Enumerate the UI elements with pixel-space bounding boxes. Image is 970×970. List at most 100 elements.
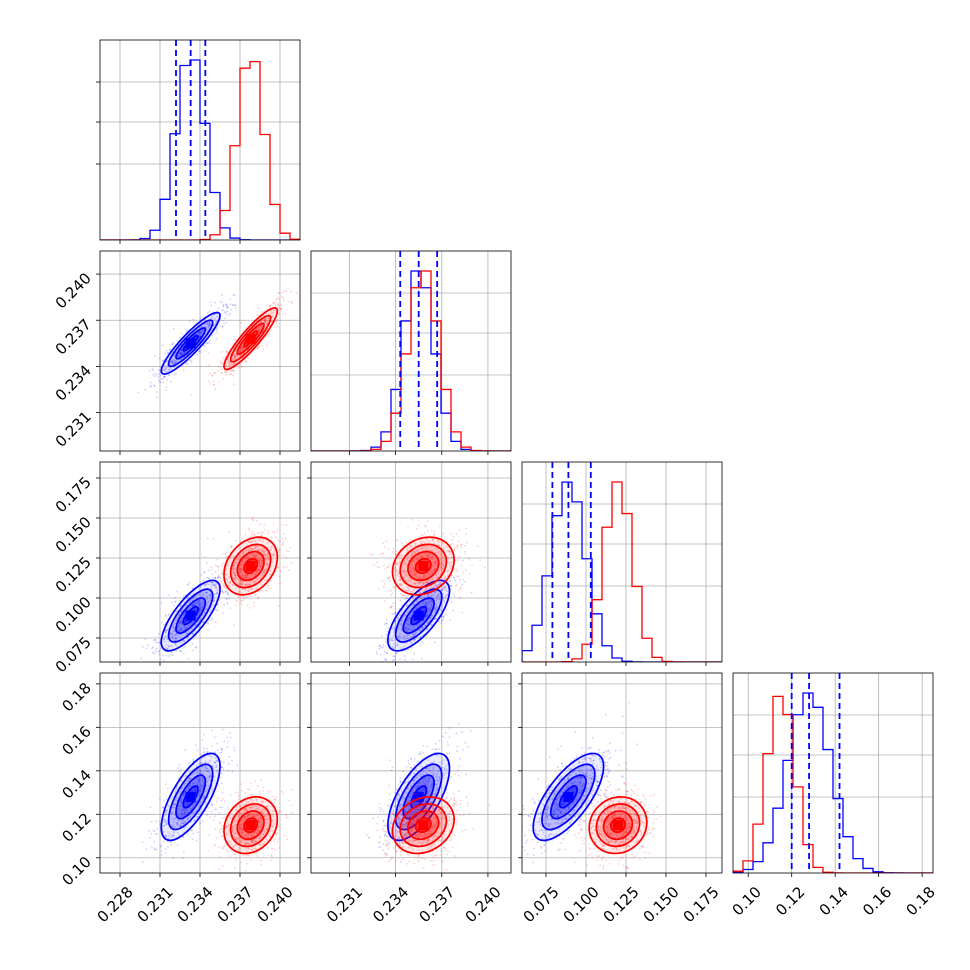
sample-point xyxy=(180,353,183,356)
sample-point xyxy=(169,653,172,656)
sample-point xyxy=(264,319,266,322)
sample-point xyxy=(206,604,209,607)
sample-point xyxy=(208,578,211,580)
sample-point xyxy=(412,634,415,636)
sample-point xyxy=(169,645,172,648)
sample-point xyxy=(199,759,202,761)
sample-point xyxy=(253,581,255,584)
sample-point xyxy=(266,563,269,566)
sample-point xyxy=(248,557,251,559)
sample-point xyxy=(431,601,434,604)
sample-point xyxy=(197,594,200,596)
sample-point xyxy=(401,617,404,619)
sample-point xyxy=(258,568,261,571)
sample-point xyxy=(287,287,289,290)
sample-point xyxy=(203,733,206,736)
contour-blue xyxy=(410,605,428,626)
sample-point xyxy=(173,803,176,806)
sample-point xyxy=(393,586,396,589)
sample-point xyxy=(180,810,183,812)
sample-point xyxy=(208,364,210,367)
sample-point xyxy=(212,384,215,386)
sample-point xyxy=(205,608,208,610)
sample-point xyxy=(216,315,219,318)
sample-point xyxy=(254,540,257,543)
sample-point xyxy=(172,803,175,806)
sample-point xyxy=(167,655,170,657)
sample-point xyxy=(222,592,224,594)
sample-point xyxy=(155,651,157,653)
sample-point xyxy=(206,598,209,601)
sample-point xyxy=(379,645,382,648)
sample-point xyxy=(259,537,262,540)
sample-point xyxy=(447,584,450,587)
sample-point xyxy=(179,354,181,357)
sample-point xyxy=(198,611,200,613)
sample-point xyxy=(242,588,244,591)
sample-point xyxy=(232,570,235,573)
sample-point xyxy=(264,528,267,531)
sample-point xyxy=(205,584,208,586)
sample-point xyxy=(221,590,224,592)
sample-point xyxy=(451,601,453,603)
sample-point xyxy=(433,533,436,536)
sample-point xyxy=(204,612,206,614)
sample-point xyxy=(420,533,422,536)
sample-point xyxy=(433,565,435,568)
sample-point xyxy=(461,583,464,586)
sample-point xyxy=(153,639,156,641)
sample-point xyxy=(164,375,166,378)
sample-point xyxy=(215,765,218,768)
sample-point xyxy=(240,345,243,348)
sample-point xyxy=(165,798,168,801)
sample-point xyxy=(265,317,267,320)
sample-point xyxy=(458,578,461,581)
sample-point xyxy=(250,541,252,544)
density-peak-blue xyxy=(185,338,196,349)
sample-point xyxy=(385,622,388,625)
sample-point xyxy=(428,574,431,576)
sample-point xyxy=(181,813,183,815)
sample-point xyxy=(242,560,245,563)
sample-point xyxy=(181,822,184,824)
sample-point xyxy=(427,601,429,604)
sample-point xyxy=(453,595,456,598)
sample-point xyxy=(410,641,413,643)
sample-point xyxy=(171,645,174,647)
sample-point xyxy=(164,364,166,367)
sample-point xyxy=(209,759,211,762)
sample-point xyxy=(419,601,421,603)
sample-point xyxy=(209,596,212,599)
sample-point xyxy=(410,554,413,557)
sample-point xyxy=(190,361,193,364)
sample-point xyxy=(197,331,200,333)
sample-point xyxy=(433,569,436,572)
sample-point xyxy=(208,323,211,326)
sample-point xyxy=(385,623,388,625)
contour-blue xyxy=(387,579,451,652)
sample-point xyxy=(197,332,200,335)
sample-point xyxy=(413,595,416,598)
sample-point xyxy=(199,794,201,797)
sample-point xyxy=(411,604,413,607)
sample-point xyxy=(234,571,237,574)
sample-point xyxy=(281,295,283,298)
sample-point xyxy=(194,608,197,611)
scatter-panel-2-1 xyxy=(307,461,512,666)
sample-point xyxy=(198,612,201,615)
sample-point xyxy=(205,777,208,779)
sample-point xyxy=(212,577,215,579)
sample-point xyxy=(410,646,413,649)
sample-point xyxy=(181,639,184,642)
sample-point xyxy=(212,584,214,586)
sample-point xyxy=(257,545,259,548)
sample-point xyxy=(433,594,436,597)
sample-point xyxy=(221,766,223,768)
sample-point xyxy=(251,588,254,591)
sample-point xyxy=(251,553,254,556)
sample-point xyxy=(398,614,401,617)
sample-point xyxy=(410,563,413,566)
sample-point xyxy=(256,347,259,350)
sample-point xyxy=(154,639,157,641)
sample-point xyxy=(433,611,436,614)
